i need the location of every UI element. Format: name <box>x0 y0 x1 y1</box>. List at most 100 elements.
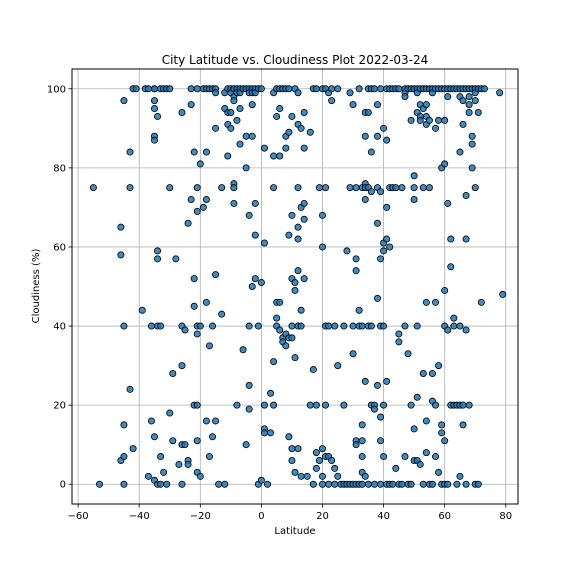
data-point <box>432 453 440 461</box>
data-point <box>407 480 415 488</box>
data-point <box>117 223 125 231</box>
data-point <box>471 97 479 105</box>
data-point <box>172 255 180 263</box>
data-point <box>328 85 336 93</box>
data-point <box>193 85 201 93</box>
data-point <box>410 184 418 192</box>
data-point <box>410 195 418 203</box>
data-point <box>465 109 473 117</box>
data-point <box>422 449 430 457</box>
data-point <box>285 433 293 441</box>
data-point <box>294 267 302 275</box>
data-point <box>331 480 339 488</box>
data-point <box>373 132 381 140</box>
data-point <box>364 480 372 488</box>
data-point <box>282 342 290 350</box>
data-point <box>395 338 403 346</box>
data-point <box>370 85 378 93</box>
data-point <box>435 362 443 370</box>
data-point <box>398 184 406 192</box>
data-point <box>236 140 244 148</box>
data-point <box>166 85 174 93</box>
data-point <box>126 184 134 192</box>
data-point <box>239 346 247 354</box>
data-point <box>117 251 125 259</box>
data-point <box>154 255 162 263</box>
data-point <box>260 429 268 437</box>
data-point <box>291 279 299 287</box>
data-point <box>288 334 296 342</box>
data-point <box>181 326 189 334</box>
data-point <box>444 326 452 334</box>
data-point <box>288 211 296 219</box>
data-point <box>361 132 369 140</box>
data-point <box>367 188 375 196</box>
data-point <box>267 429 275 437</box>
data-point <box>270 184 278 192</box>
data-point <box>373 101 381 109</box>
data-point <box>276 105 284 113</box>
data-point <box>282 144 290 152</box>
data-point <box>205 342 213 350</box>
data-point <box>425 116 433 124</box>
data-point <box>291 286 299 294</box>
data-point <box>202 195 210 203</box>
data-point <box>224 152 232 160</box>
data-point <box>352 441 360 449</box>
data-point <box>169 437 177 445</box>
data-point <box>193 437 201 445</box>
data-point <box>120 453 128 461</box>
data-point <box>218 310 226 318</box>
data-point <box>438 421 446 429</box>
data-point <box>474 480 482 488</box>
data-point <box>276 298 284 306</box>
data-point <box>245 211 253 219</box>
data-point <box>373 294 381 302</box>
data-point <box>410 425 418 433</box>
chart-title: City Latitude vs. Cloudiness Plot 2022-0… <box>162 53 429 67</box>
data-point <box>456 322 464 330</box>
data-point <box>187 85 195 93</box>
data-point <box>432 298 440 306</box>
data-point <box>352 184 360 192</box>
data-point <box>395 85 403 93</box>
data-point <box>260 401 268 409</box>
data-point <box>233 401 241 409</box>
data-point <box>300 215 308 223</box>
data-point <box>245 381 253 389</box>
data-point <box>373 381 381 389</box>
data-point <box>260 239 268 247</box>
x-tick-label: −40 <box>129 511 150 522</box>
data-point <box>230 97 238 105</box>
data-point <box>432 401 440 409</box>
data-point <box>248 101 256 109</box>
data-point <box>147 417 155 425</box>
data-point <box>459 97 467 105</box>
data-point <box>166 409 174 417</box>
data-point <box>193 184 201 192</box>
data-point <box>471 184 479 192</box>
data-point <box>456 472 464 480</box>
data-point <box>380 124 388 132</box>
data-point <box>416 460 424 468</box>
data-point <box>325 322 333 330</box>
data-point <box>273 112 281 120</box>
data-point <box>257 85 265 93</box>
data-point <box>398 480 406 488</box>
data-point <box>419 184 427 192</box>
data-point <box>358 322 366 330</box>
data-point <box>377 437 385 445</box>
data-point <box>413 393 421 401</box>
data-point <box>196 322 204 330</box>
data-point <box>294 445 302 453</box>
data-point <box>410 172 418 180</box>
data-point <box>459 120 467 128</box>
data-point <box>422 417 430 425</box>
data-point <box>190 275 198 283</box>
data-point <box>468 164 476 172</box>
data-point <box>215 480 223 488</box>
data-point <box>315 184 323 192</box>
data-point <box>154 247 162 255</box>
data-point <box>389 480 397 488</box>
data-point <box>401 322 409 330</box>
